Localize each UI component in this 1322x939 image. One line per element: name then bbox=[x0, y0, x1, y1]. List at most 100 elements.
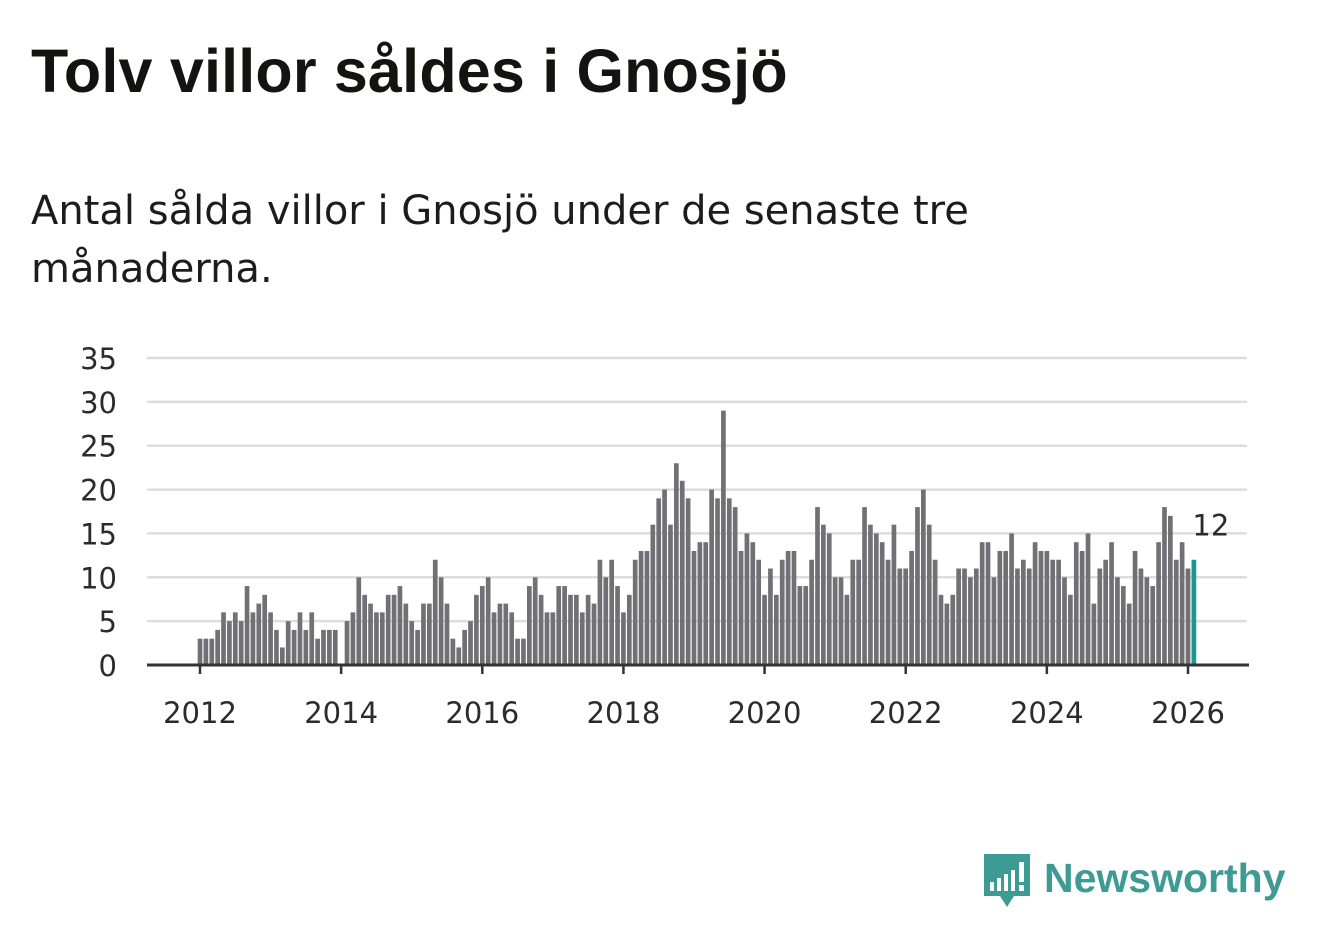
brand-name: Newsworthy bbox=[1044, 854, 1286, 901]
bar bbox=[585, 594, 591, 665]
bar bbox=[744, 533, 750, 665]
bar bbox=[1085, 533, 1091, 665]
bar bbox=[544, 612, 550, 665]
bar bbox=[921, 489, 926, 665]
bar bbox=[332, 629, 338, 665]
bar bbox=[1168, 515, 1173, 665]
bar bbox=[1044, 550, 1050, 665]
bar bbox=[1103, 559, 1109, 665]
bar bbox=[574, 594, 579, 665]
bar bbox=[309, 612, 315, 665]
bar bbox=[374, 612, 379, 665]
bar bbox=[638, 550, 644, 665]
bar bbox=[579, 612, 585, 665]
bar bbox=[538, 594, 544, 665]
bar bbox=[1132, 550, 1138, 665]
bar bbox=[556, 586, 562, 665]
bar bbox=[1073, 542, 1079, 665]
bar bbox=[632, 559, 638, 665]
bar bbox=[773, 594, 779, 665]
bar bbox=[515, 638, 520, 665]
bar bbox=[1144, 577, 1150, 665]
bar bbox=[503, 603, 509, 665]
bar bbox=[444, 603, 450, 665]
bar bbox=[221, 612, 226, 665]
y-tick-label: 20 bbox=[80, 474, 117, 508]
bar bbox=[979, 542, 985, 665]
bar bbox=[644, 550, 650, 665]
bar bbox=[850, 559, 856, 665]
bar bbox=[779, 559, 785, 665]
bar bbox=[468, 621, 473, 665]
x-tick-label: 2018 bbox=[587, 696, 661, 730]
bar bbox=[303, 629, 309, 665]
bar bbox=[397, 586, 403, 665]
bar bbox=[615, 586, 620, 665]
bar bbox=[785, 550, 791, 665]
bar bbox=[962, 568, 967, 665]
bar bbox=[462, 629, 467, 665]
bar bbox=[427, 603, 432, 665]
x-tick-label: 2022 bbox=[869, 696, 943, 730]
bar bbox=[474, 594, 479, 665]
bar bbox=[350, 612, 356, 665]
y-axis-ticks: 0 5 10 15 20 25 30 35 bbox=[80, 342, 117, 683]
bar bbox=[603, 577, 609, 665]
bar bbox=[1079, 550, 1085, 665]
bar bbox=[1038, 550, 1044, 665]
bar bbox=[791, 550, 797, 665]
bar bbox=[315, 638, 320, 665]
bar bbox=[650, 524, 656, 665]
bar bbox=[1109, 542, 1114, 665]
bar bbox=[821, 524, 826, 665]
y-tick-label: 0 bbox=[99, 649, 117, 683]
bar bbox=[703, 542, 709, 665]
bar-latest bbox=[1191, 559, 1197, 665]
bar bbox=[838, 577, 844, 665]
bar bbox=[209, 638, 215, 665]
bar bbox=[915, 507, 920, 665]
y-tick-label: 30 bbox=[80, 386, 117, 420]
bar bbox=[379, 612, 385, 665]
bar bbox=[868, 524, 873, 665]
bar bbox=[1120, 586, 1126, 665]
bar bbox=[268, 612, 273, 665]
bar bbox=[479, 586, 485, 665]
bar bbox=[526, 586, 532, 665]
bar bbox=[1020, 559, 1026, 665]
bar bbox=[1097, 568, 1103, 665]
bar bbox=[968, 577, 973, 665]
last-value-label: 12 bbox=[1192, 509, 1229, 543]
bar bbox=[862, 507, 867, 665]
y-tick-label: 15 bbox=[80, 517, 117, 551]
bar bbox=[756, 559, 762, 665]
bar bbox=[1026, 568, 1032, 665]
bar bbox=[626, 594, 632, 665]
bar bbox=[362, 594, 368, 665]
bar bbox=[391, 594, 397, 665]
bar bbox=[803, 586, 809, 665]
y-tick-label: 35 bbox=[80, 342, 117, 376]
bar bbox=[344, 621, 350, 665]
bar bbox=[1068, 594, 1073, 665]
bar bbox=[421, 603, 426, 665]
bar bbox=[685, 498, 691, 665]
bar bbox=[1032, 542, 1038, 665]
bar bbox=[997, 550, 1003, 665]
bar bbox=[815, 507, 820, 665]
newsworthy-logo[interactable]: Newsworthy bbox=[982, 851, 1286, 911]
bar bbox=[991, 577, 997, 665]
bar bbox=[621, 612, 626, 665]
bar bbox=[197, 638, 203, 665]
bar bbox=[891, 524, 897, 665]
bar bbox=[568, 594, 573, 665]
bar bbox=[450, 638, 456, 665]
bar bbox=[762, 594, 767, 665]
bar bbox=[832, 577, 838, 665]
x-tick-label: 2024 bbox=[1010, 696, 1084, 730]
bar bbox=[609, 559, 615, 665]
bar bbox=[1138, 568, 1144, 665]
bar bbox=[950, 594, 956, 665]
bar bbox=[1009, 533, 1014, 665]
bar bbox=[1150, 586, 1156, 665]
